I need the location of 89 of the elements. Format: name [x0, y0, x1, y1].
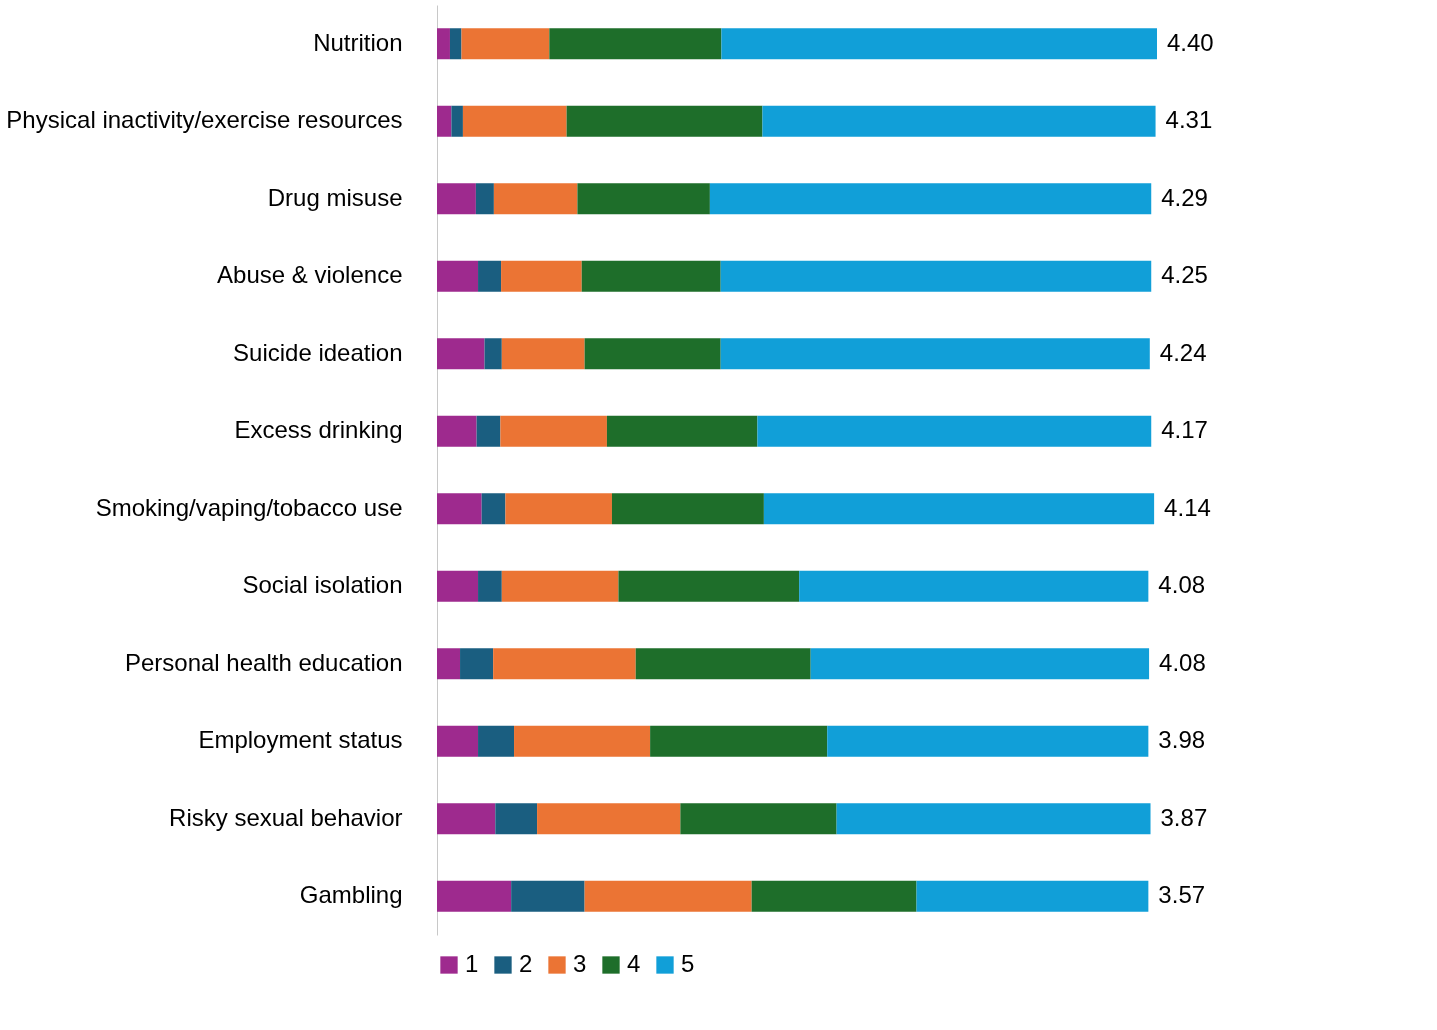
bar — [451, 105, 463, 137]
bar — [478, 260, 502, 292]
bar — [721, 28, 1157, 60]
bar — [437, 803, 496, 835]
text: 4.08 — [1159, 648, 1206, 676]
bar — [720, 338, 1150, 370]
bar — [484, 338, 502, 370]
bar — [763, 493, 1155, 525]
bar — [549, 28, 722, 60]
bar — [462, 105, 567, 137]
text: 4.25 — [1161, 261, 1208, 289]
bar — [709, 183, 1152, 215]
bar — [537, 803, 681, 835]
bar — [437, 493, 482, 525]
text: 3.87 — [1160, 803, 1208, 831]
y-tick-label: Social isolation — [242, 571, 403, 599]
bar — [611, 493, 764, 525]
bar — [916, 880, 1149, 912]
text: 4.24 — [1159, 338, 1207, 366]
y-tick-label: Employment status — [198, 726, 403, 754]
bar — [437, 260, 479, 292]
bar — [437, 648, 461, 680]
bar — [437, 183, 476, 215]
bar — [501, 338, 585, 370]
bar — [493, 648, 636, 680]
bar — [449, 28, 462, 60]
bar — [481, 493, 506, 525]
bar — [437, 570, 479, 602]
bar — [460, 648, 494, 680]
text: 4.29 — [1161, 183, 1208, 211]
text: 4.40 — [1167, 28, 1214, 56]
text: 4.08 — [1158, 571, 1206, 599]
y-tick-label: Gambling — [299, 881, 403, 909]
bar — [584, 338, 721, 370]
bar — [810, 648, 1150, 680]
bar — [505, 493, 612, 525]
bar — [437, 415, 477, 447]
bar — [680, 803, 837, 835]
bar — [437, 880, 512, 912]
bar — [478, 725, 515, 757]
legend-label: 5 — [681, 950, 695, 977]
bar — [751, 880, 917, 912]
bar — [577, 183, 710, 215]
bar — [437, 105, 452, 137]
bar — [836, 803, 1151, 835]
bar — [581, 260, 721, 292]
y-tick-label: Excess drinking — [234, 416, 403, 444]
bar — [500, 415, 607, 447]
bar — [650, 725, 828, 757]
legend-label: 2 — [519, 950, 533, 977]
bar — [635, 648, 811, 680]
text: 4.14 — [1164, 493, 1211, 521]
y-tick-label: Suicide ideation — [233, 338, 403, 366]
y-tick-label: Drug misuse — [267, 183, 403, 211]
text: 4.31 — [1165, 106, 1213, 134]
bar — [461, 28, 550, 60]
text: 4.17 — [1161, 416, 1208, 444]
bar — [514, 725, 651, 757]
bar — [501, 570, 619, 602]
text: 3.57 — [1158, 881, 1206, 909]
y-tick-label: Physical inactivity/exercise resources — [6, 106, 403, 134]
bar — [606, 415, 758, 447]
bar — [493, 183, 578, 215]
y-tick-label: Smoking/vaping/tobacco use — [95, 493, 403, 521]
bar — [511, 880, 585, 912]
bar — [566, 105, 763, 137]
bar — [437, 725, 479, 757]
bar — [495, 803, 538, 835]
bar — [478, 570, 502, 602]
legend-label: 1 — [465, 950, 479, 977]
bar — [476, 415, 501, 447]
bar — [618, 570, 800, 602]
bar — [437, 338, 485, 370]
bar — [501, 260, 582, 292]
y-tick-label: Nutrition — [313, 28, 403, 56]
y-tick-label: Risky sexual behavior — [169, 803, 403, 831]
bar — [584, 880, 752, 912]
legend-label: 4 — [627, 950, 641, 977]
bar — [437, 28, 450, 60]
bar — [799, 570, 1149, 602]
text: 3.98 — [1158, 726, 1206, 754]
bar — [827, 725, 1149, 757]
bar — [720, 260, 1152, 292]
bar — [475, 183, 494, 215]
legend-label: 3 — [573, 950, 587, 977]
y-tick-label: Abuse & violence — [217, 261, 403, 289]
y-tick-label: Personal health education — [124, 648, 403, 676]
bar — [757, 415, 1152, 447]
bar — [762, 105, 1156, 137]
